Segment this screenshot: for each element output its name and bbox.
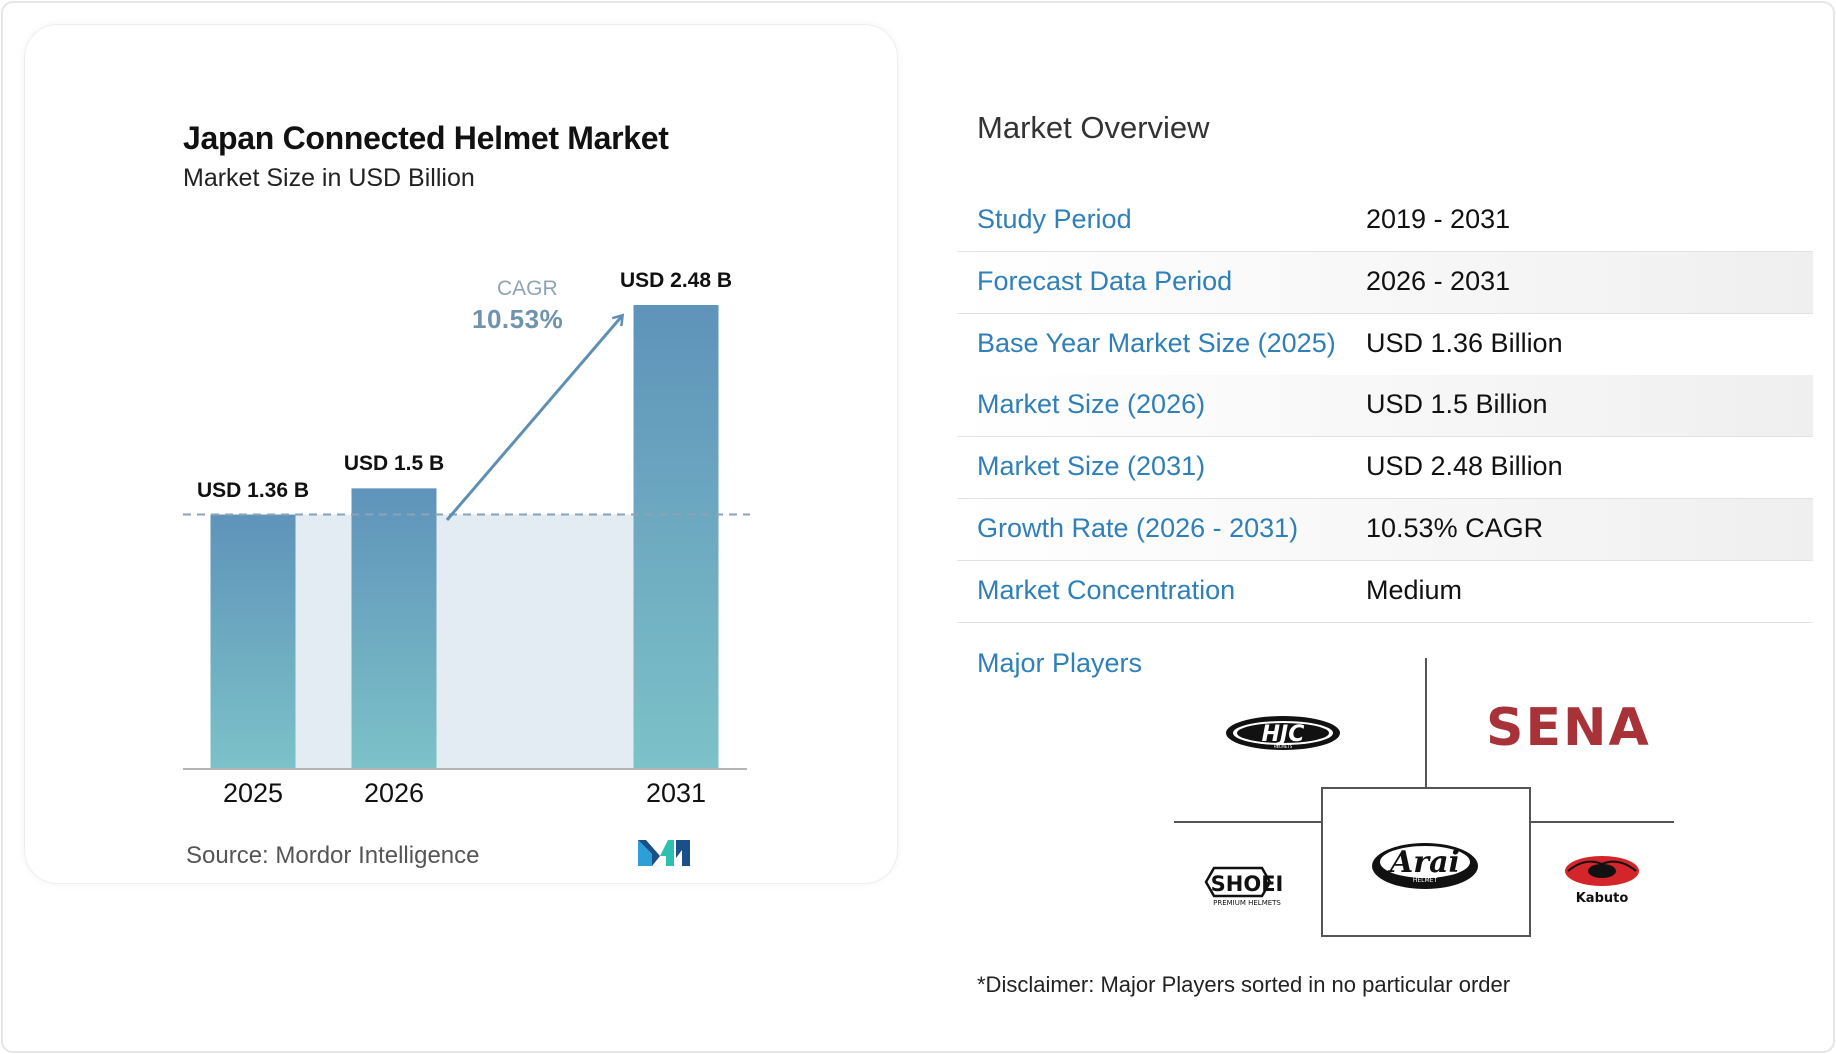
shoei-logo-subtext: PREMIUM HELMETS xyxy=(1213,899,1281,907)
bar-value-label: USD 1.36 B xyxy=(196,478,310,502)
x-tick-label: 2031 xyxy=(645,778,707,808)
source-note: Source: Mordor Intelligence xyxy=(186,842,480,869)
shoei-logo-text: SHOEI xyxy=(1211,872,1284,896)
overview-row: Study Period 2019 - 2031 xyxy=(957,190,1813,252)
overview-row: Forecast Data Period 2026 - 2031 xyxy=(957,252,1813,314)
chart-title: Japan Connected Helmet Market xyxy=(183,120,669,156)
overview-row-value: USD 1.36 Billion xyxy=(1366,328,1563,358)
overview-row: Market Concentration Medium xyxy=(957,561,1813,623)
chart-subtitle: Market Size in USD Billion xyxy=(183,164,475,192)
x-tick-label: 2026 xyxy=(363,778,425,808)
hjc-logo-text: HJC xyxy=(1262,722,1305,747)
arai-logo-text: Arai xyxy=(1387,845,1460,880)
overview-row: Base Year Market Size (2025) USD 1.36 Bil… xyxy=(957,314,1813,376)
bar-value-label: USD 1.5 B xyxy=(343,452,445,476)
sena-logo-text: SENA xyxy=(1486,698,1651,758)
overview-row-label: Market Size (2026) xyxy=(977,389,1206,419)
overview-row: Market Size (2026) USD 1.5 Billion xyxy=(957,375,1813,437)
kabuto-logo-icon: Kabuto xyxy=(1565,856,1639,906)
cagr-label: CAGR xyxy=(497,277,558,300)
overview-row-value: Medium xyxy=(1366,575,1463,605)
shoei-logo-icon: SHOEI PREMIUM HELMETS xyxy=(1204,866,1284,907)
overview-row-label: Study Period xyxy=(977,204,1132,234)
mordor-logo-icon xyxy=(638,840,690,866)
arai-logo-icon: Arai HELMET xyxy=(1372,843,1478,889)
market-overview-title: Market Overview xyxy=(977,110,1210,145)
reference-band xyxy=(295,514,352,769)
overview-row-value: USD 1.5 Billion xyxy=(1366,389,1548,419)
reference-band xyxy=(436,514,634,769)
kabuto-logo-text: Kabuto xyxy=(1576,891,1629,906)
overview-row-value: 2026 - 2031 xyxy=(1366,266,1511,296)
overview-row-value: USD 2.48 Billion xyxy=(1366,451,1563,481)
overview-row: Market Size (2031) USD 2.48 Billion xyxy=(957,437,1813,499)
overview-row-label: Market Size (2031) xyxy=(977,451,1206,481)
x-tick-label: 2025 xyxy=(222,778,284,808)
overview-row-label: Forecast Data Period xyxy=(977,266,1233,296)
overview-row-label: Base Year Market Size (2025) xyxy=(977,328,1336,358)
bar-2031 xyxy=(633,305,719,769)
overview-row-label: Growth Rate (2026 - 2031) xyxy=(977,513,1299,543)
overview-row: Growth Rate (2026 - 2031) 10.53% CAGR xyxy=(957,499,1813,561)
bar-2025 xyxy=(210,514,296,769)
major-players-label: Major Players xyxy=(977,648,1143,678)
disclaimer-text: *Disclaimer: Major Players sorted in no … xyxy=(977,972,1511,997)
hjc-logo-icon: HJC HELMETS xyxy=(1226,716,1340,750)
arai-logo-subtext: HELMET xyxy=(1413,877,1438,884)
hjc-logo-subtext: HELMETS xyxy=(1274,744,1293,749)
overview-row-value: 10.53% CAGR xyxy=(1366,513,1544,543)
overview-row-label: Market Concentration xyxy=(977,575,1236,605)
cagr-arrow xyxy=(445,316,622,521)
cagr-value: 10.53% xyxy=(472,304,564,334)
bar-value-label: USD 2.48 B xyxy=(619,269,733,292)
overview-row-value: 2019 - 2031 xyxy=(1366,204,1511,234)
bar-2026 xyxy=(351,488,437,769)
